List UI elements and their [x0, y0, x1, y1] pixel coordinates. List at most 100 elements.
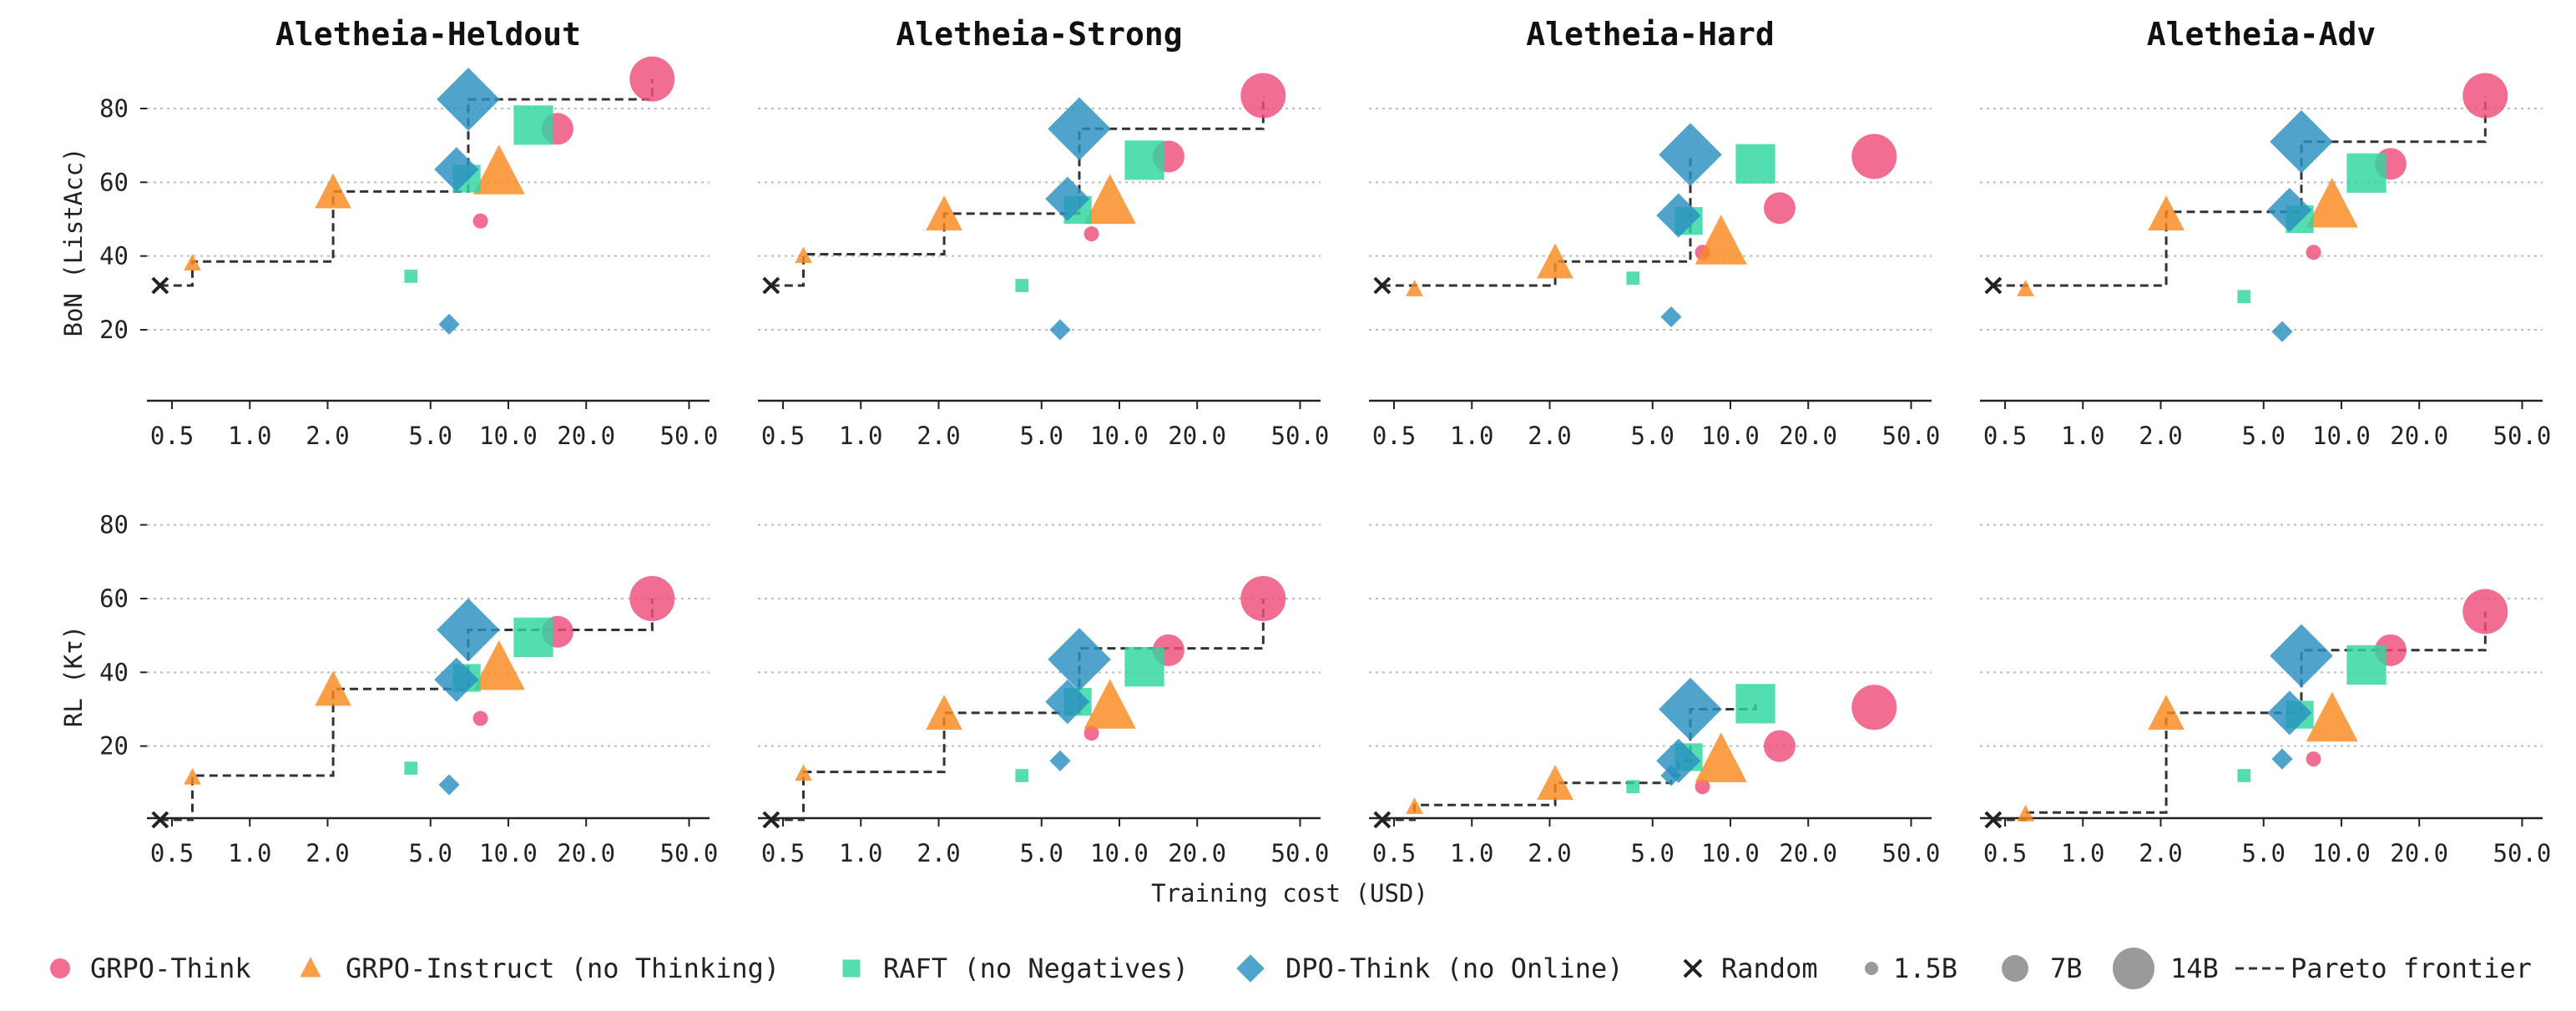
x-tick-label: 50.0 — [1882, 839, 1941, 867]
y-tick-label: 20 — [99, 732, 129, 761]
point-raft-1.5B — [1015, 769, 1029, 782]
legend-size-label: 14B — [2170, 953, 2219, 984]
pareto-frontier-line — [1993, 611, 2487, 821]
point-raft-14B — [513, 105, 553, 145]
panel-0-0: Aletheia-Heldout 20 40 60 80 0.5 1.0 2.0 5.0 10.0… — [59, 16, 718, 450]
x-tick-label: 5.0 — [1631, 839, 1674, 867]
point-grpo-instruct-14B — [1695, 215, 1747, 265]
y-tick-label: 40 — [99, 658, 129, 686]
x-tick-label: 20.0 — [1779, 839, 1837, 867]
point-dpo-think-7B — [1045, 176, 1090, 221]
point-dpo-think-1.5B — [2271, 321, 2293, 342]
panel-1-2: 0.5 1.0 2.0 5.0 10.0 20.0 50.0 — [1369, 523, 1941, 867]
panel-1-1: 0.5 1.0 2.0 5.0 10.0 20.0 50.0 — [758, 523, 1329, 867]
panel-0-1: Aletheia-Strong 0.5 1.0 2.0 5.0 10.0 20.0 50.0 — [758, 16, 1329, 450]
x-tick-label: 5.0 — [409, 422, 452, 450]
point-grpo-instruct-1.5B — [1406, 797, 1423, 815]
x-tick-label: 50.0 — [2493, 422, 2552, 450]
point-grpo-instruct-14B — [472, 144, 525, 195]
point-grpo-think-14B — [2462, 589, 2508, 634]
point-grpo-instruct-1.5B — [2017, 280, 2034, 296]
point-grpo-instruct-7B — [2148, 195, 2185, 231]
point-random-random — [1984, 811, 2003, 829]
x-tick-label: 10.0 — [479, 839, 538, 867]
point-grpo-instruct-1.5B — [2017, 805, 2034, 821]
x-stroke — [762, 811, 780, 829]
x-tick-label: 50.0 — [2493, 839, 2552, 867]
point-dpo-think-1.5B — [1660, 306, 1682, 328]
point-random-random — [151, 276, 169, 295]
legend-label: RAFT (no Negatives) — [883, 953, 1189, 984]
x-tick-label: 20.0 — [1168, 422, 1226, 450]
point-grpo-instruct-14B — [1695, 732, 1747, 782]
point-random-random — [1373, 276, 1392, 295]
point-dpo-think-14B — [1048, 97, 1111, 161]
point-grpo-instruct-7B — [926, 195, 962, 231]
point-grpo-think-1.5B — [1695, 779, 1710, 795]
legend-label: GRPO-Think — [90, 953, 251, 984]
panel-0-2: Aletheia-Hard 0.5 1.0 2.0 5.0 10.0 20.0 50.0 — [1369, 16, 1940, 450]
y-axis-label: BoN (ListAcc) — [59, 148, 88, 337]
x-stroke — [1984, 811, 2003, 829]
panel-title: Aletheia-Strong — [896, 16, 1182, 53]
x-tick-label: 20.0 — [1168, 839, 1226, 867]
x-tick-label: 20.0 — [2390, 839, 2448, 867]
point-raft-14B — [1735, 144, 1775, 184]
point-raft-1.5B — [2237, 769, 2251, 782]
x-tick-label: 1.0 — [228, 422, 271, 450]
x-tick-label: 0.5 — [150, 422, 194, 450]
x-stroke — [1683, 958, 1703, 978]
point-random-random — [1984, 276, 2003, 295]
y-tick-label: 60 — [99, 584, 129, 613]
point-grpo-think-1.5B — [1083, 226, 1099, 242]
y-tick-label: 40 — [99, 242, 129, 270]
legend-size-label: 7B — [2050, 953, 2083, 984]
legend-size-label: 1.5B — [1893, 953, 1957, 984]
point-grpo-instruct-7B — [315, 173, 351, 209]
x-tick-label: 20.0 — [557, 839, 615, 867]
x-tick-label: 5.0 — [2242, 839, 2286, 867]
x-tick-label: 1.0 — [2061, 422, 2104, 450]
point-grpo-instruct-1.5B — [184, 767, 201, 785]
point-raft-1.5B — [1015, 279, 1029, 292]
point-raft-14B — [2346, 153, 2387, 193]
panel-0-3: Aletheia-Adv 0.5 1.0 2.0 5.0 10.0 20.0 50.0 — [1980, 16, 2551, 450]
point-grpo-instruct-7B — [315, 670, 351, 706]
point-raft-1.5B — [2237, 290, 2251, 304]
y-tick-label: 60 — [99, 168, 129, 196]
x-stroke — [762, 276, 780, 295]
legend-marker-circle — [50, 958, 70, 978]
x-tick-label: 2.0 — [2139, 839, 2182, 867]
point-grpo-instruct-1.5B — [184, 254, 201, 271]
point-grpo-think-14B — [2462, 73, 2508, 119]
point-grpo-instruct-1.5B — [1406, 280, 1423, 296]
point-grpo-think-14B — [629, 56, 675, 102]
point-dpo-think-14B — [437, 598, 500, 662]
x-tick-label: 1.0 — [2061, 839, 2104, 867]
x-stroke — [151, 276, 169, 295]
point-grpo-think-7B — [1763, 730, 1796, 762]
x-tick-label: 0.5 — [150, 839, 194, 867]
point-grpo-instruct-1.5B — [795, 246, 812, 264]
point-grpo-think-14B — [1240, 576, 1286, 621]
point-grpo-think-1.5B — [2306, 245, 2321, 260]
pareto-frontier-line — [159, 78, 654, 287]
x-tick-label: 1.0 — [1450, 422, 1493, 450]
legend-marker-square — [842, 959, 861, 978]
panel-title: Aletheia-Adv — [2147, 16, 2376, 53]
point-raft-14B — [513, 617, 553, 657]
legend-marker-x — [1683, 958, 1703, 978]
x-stroke — [151, 811, 169, 829]
point-dpo-think-1.5B — [1049, 319, 1071, 341]
y-tick-label: 80 — [99, 94, 129, 123]
x-tick-label: 10.0 — [1701, 839, 1760, 867]
point-grpo-instruct-7B — [2148, 695, 2185, 730]
x-tick-label: 5.0 — [1020, 839, 1063, 867]
x-tick-label: 0.5 — [1983, 422, 2027, 450]
point-random-random — [151, 811, 169, 829]
point-dpo-think-1.5B — [2271, 748, 2293, 770]
point-grpo-instruct-14B — [2306, 691, 2358, 742]
legend-marker-triangle — [300, 957, 321, 978]
point-random-random — [1373, 811, 1392, 829]
